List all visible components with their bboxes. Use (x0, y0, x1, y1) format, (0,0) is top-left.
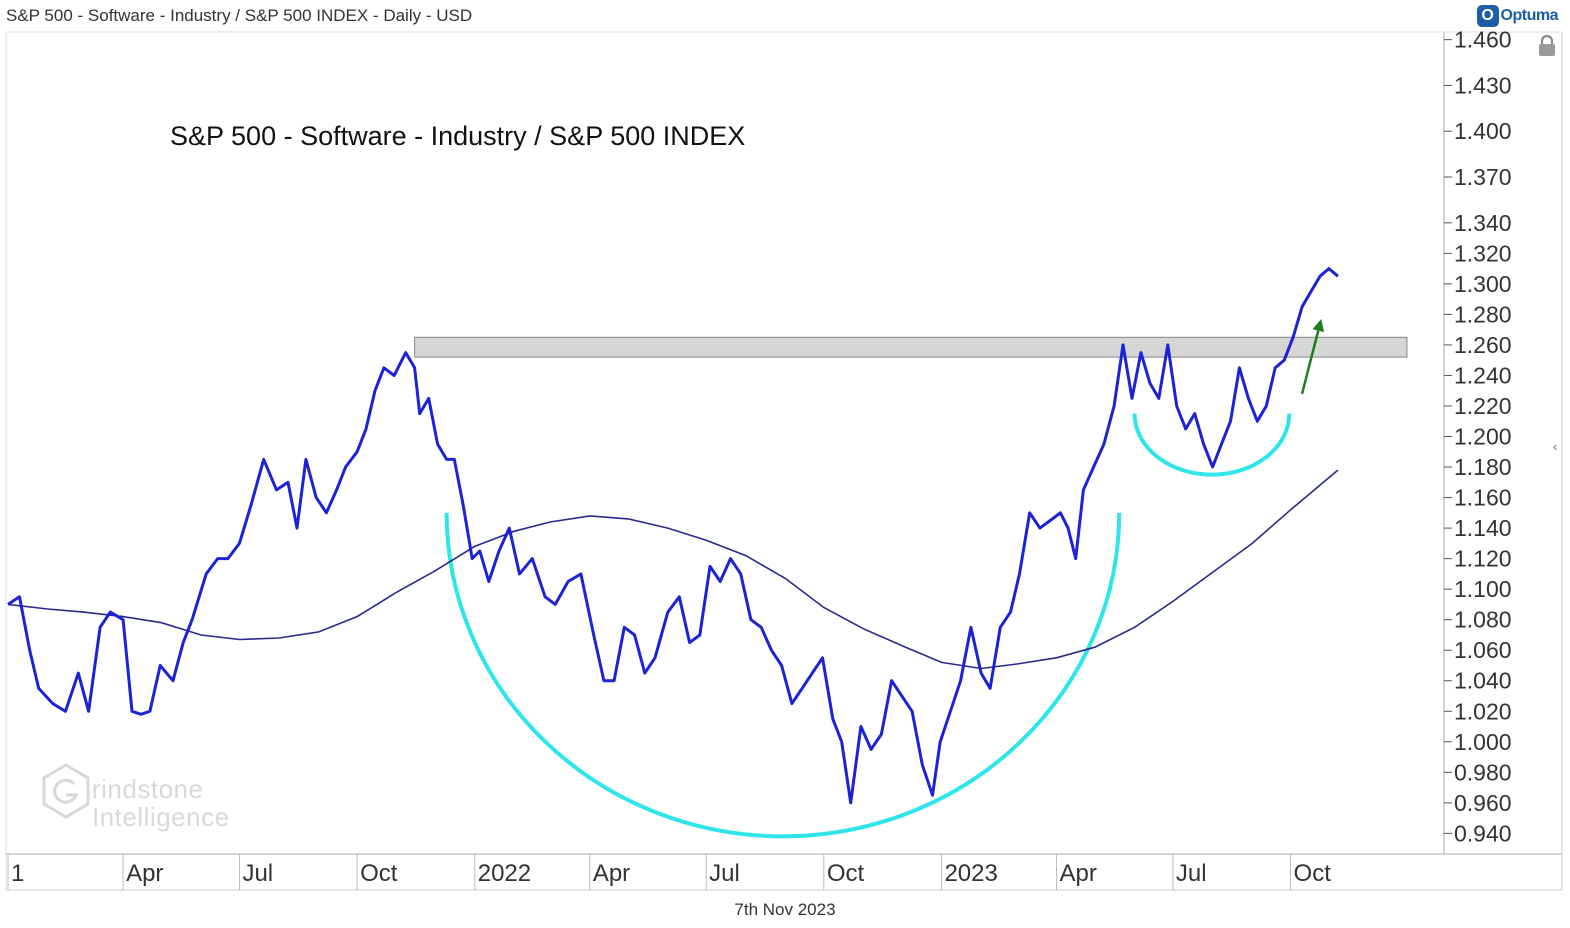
x-tick-label: Jul (242, 860, 273, 887)
x-tick-label: Apr (593, 860, 630, 887)
y-tick-label: 1.060 (1454, 637, 1512, 663)
y-tick-label: 1.370 (1454, 164, 1512, 190)
x-tick-label: Jul (1176, 860, 1207, 887)
x-tick-label: 2023 (944, 860, 997, 887)
x-tick-label: 1 (11, 860, 24, 887)
y-tick-label: 1.260 (1454, 332, 1512, 358)
y-tick-label: 1.320 (1454, 240, 1512, 266)
grindstone-watermark: rindstone Intelligence (40, 762, 300, 832)
y-axis: 0.940 0.960 0.980 1.000 1.020 1.040 1.060 1.080… (1444, 27, 1512, 846)
y-tick-label: 1.200 (1454, 424, 1512, 450)
lock-button[interactable] (1535, 33, 1559, 59)
y-tick-label: 1.120 (1454, 546, 1512, 572)
y-tick-label: 1.080 (1454, 607, 1512, 633)
x-tick-label: Oct (827, 860, 865, 887)
x-tick-label: Apr (1060, 860, 1097, 887)
y-tick-label: 1.400 (1454, 118, 1512, 144)
y-tick-label: 1.220 (1454, 393, 1512, 419)
y-tick-label: 1.020 (1454, 698, 1512, 724)
y-tick-label: 1.000 (1454, 729, 1512, 755)
collapse-panel-button[interactable]: ‹ (1548, 434, 1562, 458)
x-tick-label: Oct (360, 860, 398, 887)
x-axis: 1 Apr Jul Oct 2022 Apr Jul Oct 2023 Apr Jul Oct (7, 854, 1332, 890)
y-tick-label: 1.300 (1454, 271, 1512, 297)
y-tick-label: 1.430 (1454, 72, 1512, 98)
grindstone-logo-icon (42, 763, 90, 819)
handle-arc (1132, 413, 1292, 477)
plot-area (6, 32, 1444, 854)
y-tick-label: 1.040 (1454, 668, 1512, 694)
y-tick-label: 1.460 (1454, 27, 1512, 53)
breakout-arrow (1300, 330, 1320, 395)
breakout-arrow-head (1312, 318, 1325, 333)
price-line (7, 267, 1339, 805)
footer-date: 7th Nov 2023 (734, 900, 836, 919)
y-tick-label: 1.280 (1454, 301, 1512, 327)
watermark-line-2: Intelligence (92, 802, 230, 832)
lock-icon (1539, 34, 1555, 56)
x-tick-label: 2022 (478, 860, 531, 887)
y-tick-label: 1.160 (1454, 485, 1512, 511)
y-tick-label: 0.960 (1454, 790, 1512, 816)
optuma-brand: O Optuma (1476, 3, 1559, 29)
chevron-left-icon: ‹ (1552, 438, 1558, 454)
watermark-line-1: rindstone (92, 774, 204, 804)
y-tick-label: 1.180 (1454, 454, 1512, 480)
x-tick-label: Jul (709, 860, 740, 887)
cup-arc (444, 512, 1122, 839)
resistance-band (414, 336, 1408, 358)
y-tick-label: 1.240 (1454, 362, 1512, 388)
y-tick-label: 0.980 (1454, 759, 1512, 785)
chart-title: S&P 500 - Software - Industry / S&P 500 … (170, 121, 745, 151)
y-tick-label: 1.340 (1454, 210, 1512, 236)
moving-average-line (7, 469, 1339, 670)
brand-name: Optuma (1500, 7, 1559, 24)
y-tick-label: 0.940 (1454, 820, 1512, 846)
y-tick-label: 1.140 (1454, 515, 1512, 541)
x-tick-label: Oct (1294, 860, 1332, 887)
optuma-logo-icon: O (1476, 5, 1499, 27)
chart-header-title: S&P 500 - Software - Industry / S&P 500 … (6, 6, 473, 25)
y-tick-label: 1.100 (1454, 576, 1512, 602)
x-tick-label: Apr (126, 860, 163, 887)
